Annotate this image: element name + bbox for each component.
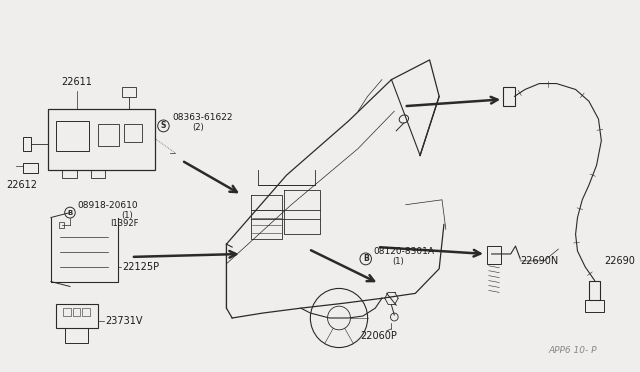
Bar [65,328,88,343]
Text: 22125P: 22125P [122,262,159,272]
Bar [56,121,89,151]
Bar [63,308,71,316]
Bar [62,170,77,178]
Text: S: S [161,121,166,131]
Bar [503,87,515,106]
Bar [124,124,141,142]
Bar [58,222,64,228]
Bar [122,87,136,97]
Text: B: B [363,254,369,263]
Bar [73,308,81,316]
Text: 22611: 22611 [61,77,92,87]
Bar [23,163,38,173]
Bar [56,304,98,328]
Bar [585,300,604,312]
Text: 08918-20610: 08918-20610 [77,201,138,210]
Bar [23,137,31,151]
Bar [91,170,105,178]
Text: (1): (1) [122,211,133,221]
Text: 08363-61622: 08363-61622 [172,113,232,122]
Bar [83,308,90,316]
Bar [487,246,501,264]
Text: 22612: 22612 [6,180,37,190]
Bar [48,109,155,170]
Text: I1392F: I1392F [110,219,138,228]
Text: (1): (1) [392,257,404,266]
Bar [98,124,118,145]
Bar [589,280,600,300]
Text: B: B [67,209,72,216]
Text: APP6 10- P: APP6 10- P [548,346,596,355]
Text: 08120-8301A: 08120-8301A [373,247,435,256]
Text: 23731V: 23731V [105,316,143,326]
Text: 22690N: 22690N [520,256,559,266]
Text: 22060P: 22060P [360,331,397,341]
Text: 22690: 22690 [604,256,635,266]
Text: (2): (2) [192,123,204,132]
